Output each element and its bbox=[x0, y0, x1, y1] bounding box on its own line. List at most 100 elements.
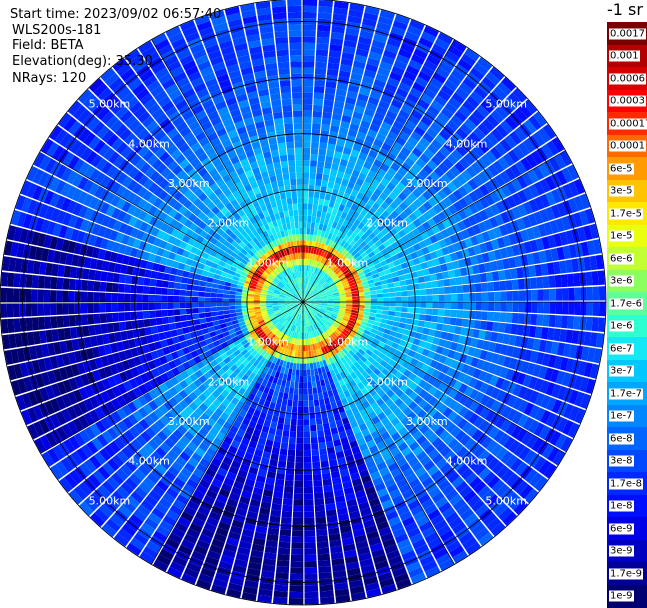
ray-gate bbox=[323, 479, 332, 486]
ray-gate bbox=[325, 497, 335, 504]
ray-gate bbox=[340, 297, 346, 299]
ray-gate bbox=[303, 12, 317, 18]
ray-gate bbox=[25, 303, 32, 316]
ray-gate bbox=[420, 289, 427, 295]
ray-gate bbox=[512, 313, 519, 323]
ray-gate bbox=[169, 274, 176, 281]
ray-gate bbox=[161, 310, 168, 317]
ray-gate bbox=[313, 480, 322, 487]
ray-gate bbox=[424, 275, 431, 282]
ray-gate bbox=[376, 289, 383, 293]
ray-gate bbox=[289, 387, 294, 394]
ray-gate bbox=[321, 180, 328, 187]
ray-gate bbox=[318, 155, 326, 162]
ray-gate bbox=[277, 554, 290, 561]
ray-gate bbox=[295, 376, 299, 382]
ray-gate bbox=[313, 474, 322, 481]
ray-gate bbox=[316, 418, 322, 425]
ray-gate bbox=[150, 279, 157, 287]
ray-gate bbox=[487, 312, 494, 321]
ray-gate bbox=[293, 499, 303, 505]
ray-gate bbox=[568, 288, 575, 301]
ray-gate bbox=[317, 424, 324, 431]
ray-gate bbox=[272, 447, 280, 454]
ray-gate bbox=[31, 303, 38, 316]
ray-gate bbox=[304, 407, 309, 413]
ray-gate bbox=[317, 167, 324, 174]
ray-gate bbox=[303, 104, 312, 110]
ray-gate bbox=[404, 324, 411, 330]
ray-gate bbox=[469, 311, 476, 319]
ray-gate bbox=[50, 316, 57, 328]
ray-gate bbox=[50, 277, 57, 289]
ray-gate bbox=[173, 303, 179, 309]
ray-gate bbox=[311, 216, 316, 223]
ray-gate bbox=[303, 351, 306, 357]
ray-gate bbox=[364, 305, 370, 309]
ray-gate bbox=[407, 307, 414, 313]
ray-gate bbox=[44, 290, 50, 302]
ray-gate bbox=[235, 306, 241, 310]
ray-gate bbox=[408, 302, 414, 307]
ray-gate bbox=[315, 374, 320, 381]
ray-gate bbox=[382, 288, 389, 293]
ray-gate bbox=[318, 560, 331, 567]
ray-gate bbox=[125, 321, 132, 330]
ray-gate bbox=[519, 290, 525, 300]
ray-gate bbox=[173, 296, 179, 302]
ray-gate bbox=[309, 400, 314, 407]
ray-gate bbox=[13, 273, 20, 287]
ray-gate bbox=[304, 530, 315, 536]
ray-gate bbox=[286, 462, 294, 469]
ray-gate bbox=[107, 272, 114, 282]
ray-gate bbox=[425, 282, 432, 289]
ray-gate bbox=[319, 584, 333, 591]
ray-gate bbox=[291, 419, 297, 426]
ray-gate bbox=[211, 288, 218, 293]
ray-gate bbox=[278, 417, 285, 424]
ray-gate bbox=[87, 292, 93, 302]
ray-gate bbox=[431, 281, 438, 288]
ray-gate bbox=[182, 271, 189, 278]
ray-gate bbox=[310, 166, 317, 173]
ray-gate bbox=[100, 271, 107, 281]
ray-gate bbox=[469, 302, 475, 310]
ray-gate bbox=[287, 400, 293, 407]
ray-gate bbox=[388, 283, 395, 288]
ray-gate bbox=[118, 312, 125, 321]
ray-gate bbox=[300, 351, 303, 357]
ray-gate bbox=[518, 313, 525, 324]
ray-gate bbox=[406, 318, 413, 324]
ray-gate bbox=[275, 572, 288, 579]
ray-gate bbox=[290, 567, 303, 573]
ray-gate bbox=[593, 302, 599, 316]
ray-gate bbox=[574, 287, 581, 300]
ray-gate bbox=[323, 106, 333, 113]
ray-gate bbox=[62, 303, 68, 314]
ray-gate bbox=[314, 92, 324, 99]
ray-gate bbox=[574, 302, 580, 315]
ray-gate bbox=[524, 314, 531, 325]
ray-gate bbox=[513, 302, 519, 312]
ray-gate bbox=[26, 274, 33, 287]
ray-gate bbox=[486, 272, 493, 282]
ray-gate bbox=[314, 492, 324, 499]
ray-gate bbox=[303, 203, 308, 209]
ray-gate bbox=[100, 313, 107, 323]
ray-gate bbox=[549, 276, 556, 288]
ray-gate bbox=[324, 397, 330, 404]
ray-gate bbox=[174, 282, 181, 289]
ray-gate bbox=[81, 303, 87, 313]
ray-gate bbox=[463, 310, 470, 318]
ray-gate bbox=[492, 322, 499, 332]
ray-gate bbox=[493, 281, 500, 291]
ray-gate bbox=[260, 298, 266, 300]
ray-gate bbox=[283, 393, 289, 400]
ray-gate bbox=[432, 288, 439, 295]
ray-gate bbox=[480, 273, 487, 282]
ray-gate bbox=[274, 591, 288, 598]
ray-gate bbox=[192, 291, 199, 297]
ray-gate bbox=[599, 302, 606, 316]
ray-gate bbox=[437, 280, 444, 287]
ray-gate bbox=[562, 302, 568, 315]
